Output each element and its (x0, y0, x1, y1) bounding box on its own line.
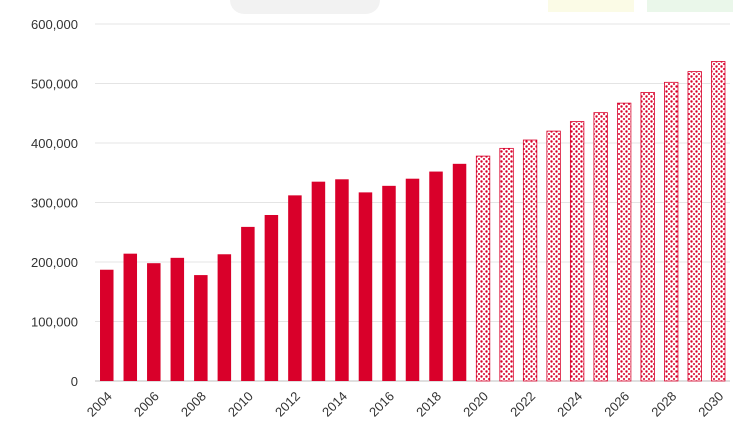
bars (100, 61, 726, 382)
bar-2005 (123, 253, 138, 381)
bar-projected-2030 (711, 61, 726, 382)
y-tick-label: 100,000 (31, 315, 78, 330)
bar-2016 (382, 185, 396, 381)
y-tick-label: 500,000 (31, 77, 78, 92)
x-tick-label: 2016 (366, 389, 397, 420)
watermark-shape (230, 0, 380, 14)
bar-2018 (429, 171, 443, 381)
bar-projected-2024 (569, 121, 585, 382)
x-tick-label: 2006 (131, 389, 162, 420)
bar-2009 (217, 254, 232, 381)
x-axis: 2004 2006 2008 2010 2012 2014 2016 2018 2020 2022… (84, 389, 727, 420)
x-tick-label: 2008 (178, 389, 209, 420)
bar-projected-2025 (593, 112, 608, 382)
bar-projected-2027 (640, 92, 655, 382)
bar-2011 (264, 214, 279, 381)
bar-projected-2021 (499, 147, 514, 382)
bar-2017 (405, 178, 420, 381)
x-tick-label: 2018 (413, 389, 444, 420)
bar-2008 (194, 275, 208, 381)
bar-2004 (100, 269, 114, 381)
bar-2013 (311, 181, 326, 381)
bar-projected-2028 (664, 81, 679, 382)
y-tick-label: 400,000 (31, 136, 78, 151)
x-tick-label: 2010 (225, 389, 256, 420)
y-tick-label: 200,000 (31, 255, 78, 270)
bar-2007 (170, 257, 185, 381)
decor-yellow-block (548, 0, 634, 12)
x-tick-label: 2028 (648, 389, 679, 420)
y-axis: 0 100,000 200,000 300,000 400,000 500,000 600,… (31, 17, 78, 389)
y-tick-label: 600,000 (31, 17, 78, 32)
x-tick-label: 2026 (601, 389, 632, 420)
decor-green-block (647, 0, 733, 12)
bar-2014 (335, 179, 349, 381)
bar-2015 (358, 192, 373, 381)
y-tick-label: 0 (71, 374, 78, 389)
x-tick-label: 2012 (272, 389, 303, 420)
y-tick-label: 300,000 (31, 196, 78, 211)
bar-2006 (147, 263, 161, 381)
bar-projected-2026 (617, 102, 632, 382)
bar-2010 (241, 226, 255, 381)
x-tick-label: 2030 (695, 389, 726, 420)
x-tick-label: 2014 (319, 389, 350, 420)
bar-2019 (452, 163, 467, 381)
bar-2012 (288, 195, 302, 381)
bar-projected-2022 (522, 139, 538, 382)
bar-projected-2023 (546, 130, 561, 382)
x-tick-label: 2004 (84, 389, 115, 420)
bar-projected-2029 (687, 71, 702, 382)
x-tick-label: 2024 (554, 389, 585, 420)
x-tick-label: 2020 (460, 389, 491, 420)
bar-projected-2020 (475, 155, 491, 382)
x-tick-label: 2022 (507, 389, 538, 420)
